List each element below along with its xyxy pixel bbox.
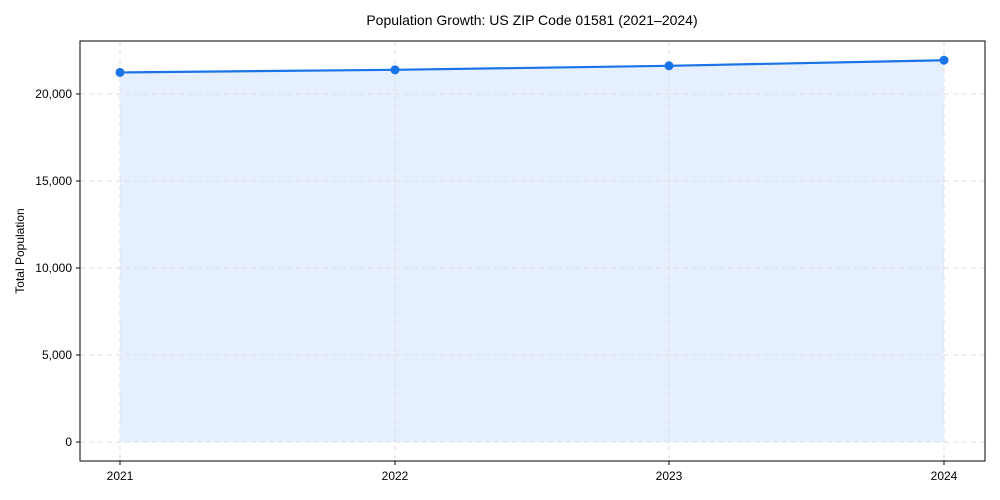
series-line	[119, 59, 945, 74]
y-tick-label: 0	[65, 435, 72, 449]
chart-title: Population Growth: US ZIP Code 01581 (20…	[366, 12, 698, 28]
y-tick-label: 20,000	[35, 87, 72, 101]
area-fill	[120, 60, 944, 443]
x-tick-label: 2022	[382, 469, 409, 483]
y-tick-label: 5,000	[42, 348, 72, 362]
x-tick-label: 2023	[656, 469, 683, 483]
x-tick-label: 2021	[107, 469, 134, 483]
plot-frame	[79, 40, 986, 462]
x-tick-label: 2024	[931, 469, 958, 483]
y-tick-label: 10,000	[35, 261, 72, 275]
data-point	[115, 67, 125, 77]
data-point	[390, 65, 400, 75]
data-point	[664, 61, 674, 71]
data-point	[939, 55, 949, 65]
y-tick-label: 15,000	[35, 174, 72, 188]
